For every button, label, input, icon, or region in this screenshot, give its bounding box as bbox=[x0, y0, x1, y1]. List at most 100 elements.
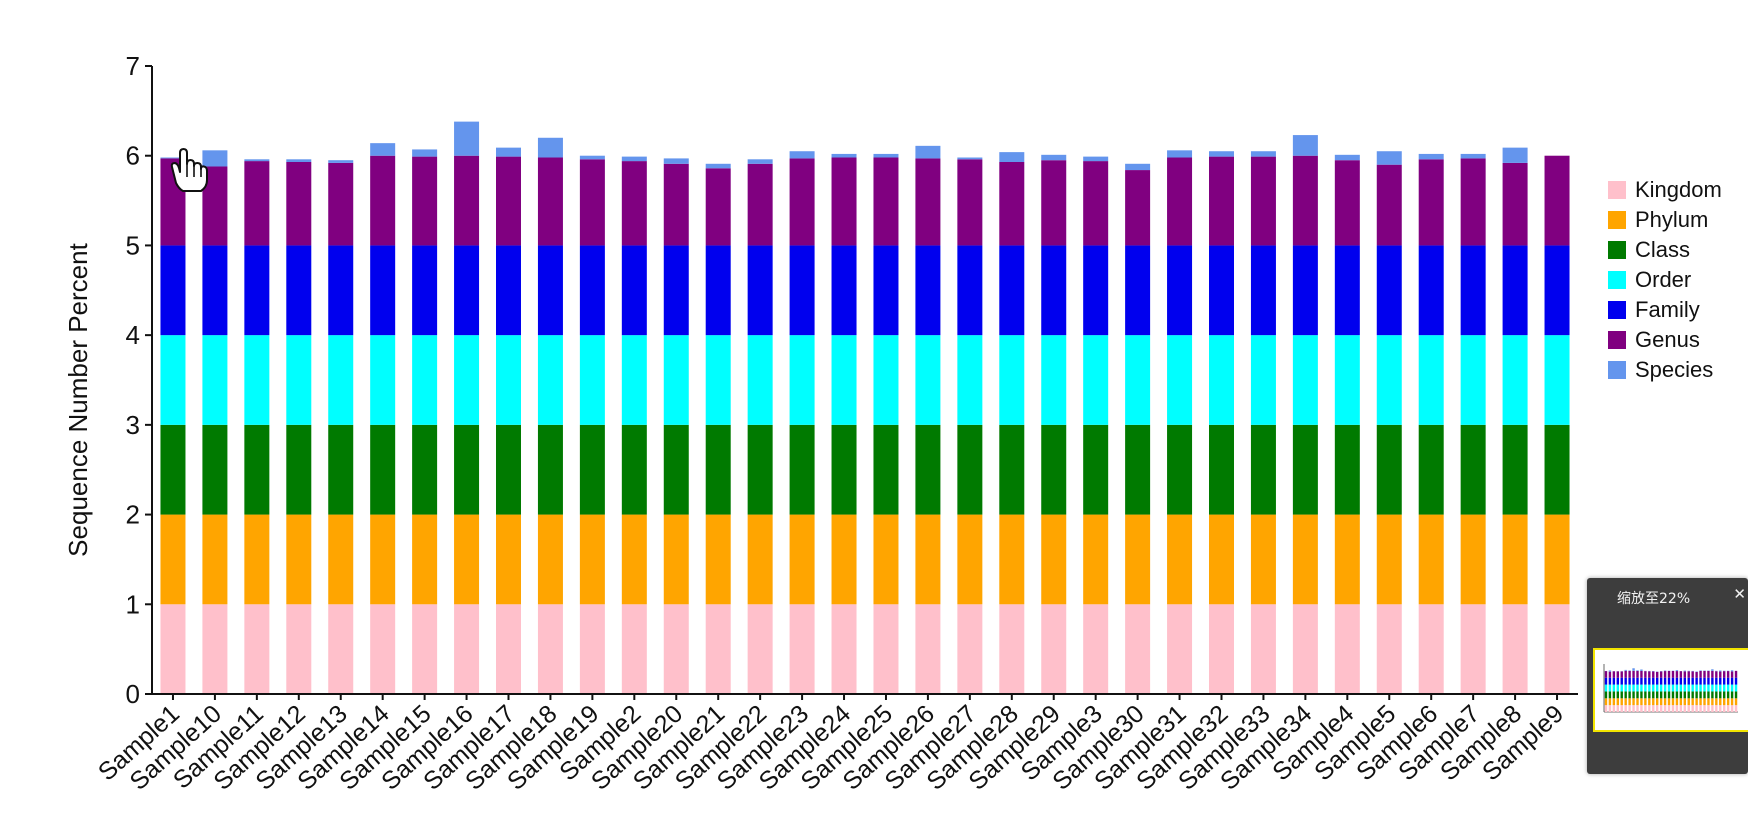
thumb-bar-segment bbox=[1679, 677, 1683, 685]
thumb-bar-segment bbox=[1707, 684, 1710, 692]
y-tick-label: 0 bbox=[126, 679, 140, 709]
bar-segment-genus bbox=[957, 159, 983, 246]
thumb-bar-segment bbox=[1699, 705, 1702, 712]
bar-segment-phylum bbox=[1041, 514, 1067, 605]
thumb-bar-segment bbox=[1679, 671, 1683, 678]
thumb-bar-segment bbox=[1726, 698, 1730, 706]
bar-segment-order bbox=[412, 335, 438, 425]
thumb-bar-segment bbox=[1659, 684, 1663, 692]
thumb-bar-segment bbox=[1663, 671, 1667, 678]
thumb-bar-segment bbox=[1640, 698, 1643, 706]
thumb-bar-segment bbox=[1620, 698, 1623, 706]
legend: Kingdom Phylum Class Order Family Genus Specie… bbox=[1608, 177, 1722, 382]
thumb-bar-segment bbox=[1632, 705, 1635, 712]
thumb-bar-segment bbox=[1719, 691, 1722, 699]
bar-segment-family bbox=[747, 245, 773, 336]
thumb-bar-segment bbox=[1628, 670, 1631, 678]
bar-segment-species bbox=[1502, 147, 1528, 163]
y-tick-label: 1 bbox=[126, 589, 140, 619]
thumb-bar-segment bbox=[1707, 698, 1710, 706]
thumb-bar-segment bbox=[1604, 691, 1608, 699]
thumb-bar-segment bbox=[1656, 691, 1659, 699]
bar-segment-genus bbox=[747, 163, 773, 246]
axes-layer bbox=[151, 66, 1578, 695]
bar-segment-species bbox=[957, 157, 983, 160]
bar-segment-class bbox=[1376, 424, 1402, 515]
bar-segment-phylum bbox=[328, 514, 354, 605]
bar-segment-phylum bbox=[1544, 514, 1570, 605]
thumb-bar-segment bbox=[1734, 698, 1738, 706]
thumb-bar-segment bbox=[1723, 677, 1726, 685]
thumb-bar-segment bbox=[1608, 698, 1612, 706]
bar-segment-class bbox=[579, 424, 605, 515]
y-axis-title: Sequence Number Percent bbox=[63, 242, 93, 556]
bar-segment-species bbox=[873, 153, 899, 158]
thumb-bar-segment bbox=[1715, 677, 1718, 685]
thumb-bar-segment bbox=[1624, 669, 1627, 671]
bar-segment-kingdom bbox=[705, 604, 731, 694]
thumb-bar-segment bbox=[1624, 684, 1627, 692]
bar-segment-genus bbox=[579, 159, 605, 246]
bar-segment-genus bbox=[244, 161, 270, 246]
bar-segment-class bbox=[831, 424, 857, 515]
bar-segment-class bbox=[286, 424, 312, 515]
bar-segment-species bbox=[1041, 154, 1067, 161]
thumb-bar-segment bbox=[1679, 691, 1683, 699]
thumb-bar-segment bbox=[1652, 705, 1655, 712]
thumb-bar-segment bbox=[1730, 698, 1734, 706]
bar-segment-phylum bbox=[1209, 514, 1234, 605]
thumb-bar-segment bbox=[1604, 684, 1608, 692]
bar-segment-order bbox=[202, 335, 228, 425]
bar-segment-genus bbox=[537, 157, 563, 246]
thumb-bar-segment bbox=[1695, 691, 1698, 699]
bar-segment-genus bbox=[1167, 157, 1193, 246]
legend-swatch bbox=[1608, 331, 1626, 349]
thumb-bar-segment bbox=[1648, 691, 1651, 699]
zoom-thumbnail[interactable] bbox=[1593, 648, 1748, 732]
thumb-bar-segment bbox=[1608, 684, 1612, 692]
thumb-bar-segment bbox=[1616, 684, 1619, 692]
thumb-bar-segment bbox=[1723, 684, 1726, 692]
thumb-bar-segment bbox=[1624, 677, 1627, 685]
zoom-navigator-panel[interactable]: 缩放至22% ✕ bbox=[1587, 578, 1748, 774]
legend-label: Family bbox=[1635, 297, 1700, 322]
bar-segment-phylum bbox=[831, 514, 857, 605]
bar-segment-genus bbox=[1460, 158, 1486, 246]
bar-segment-family bbox=[663, 245, 689, 336]
thumb-bar-segment bbox=[1679, 684, 1683, 692]
thumb-bar-segment bbox=[1659, 671, 1663, 678]
bar-segment-genus bbox=[1418, 159, 1444, 246]
bar-segment-phylum bbox=[202, 514, 228, 605]
legend-label: Order bbox=[1635, 267, 1691, 292]
thumb-bar-segment bbox=[1667, 684, 1671, 692]
bar-segment-family bbox=[412, 245, 438, 336]
legend-swatch bbox=[1608, 181, 1626, 199]
bar-segment-family bbox=[1376, 245, 1402, 336]
thumb-bar-segment bbox=[1730, 705, 1734, 712]
thumb-bar-segment bbox=[1652, 677, 1655, 685]
bar-segment-family bbox=[537, 245, 563, 336]
bar-segment-class bbox=[915, 424, 941, 515]
bar-segment-kingdom bbox=[454, 604, 480, 694]
bar-segment-class bbox=[1041, 424, 1067, 515]
bar-segment-class bbox=[747, 424, 773, 515]
bar-segment-kingdom bbox=[1376, 604, 1402, 694]
bar-segment-class bbox=[1167, 424, 1193, 515]
bar-segment-species bbox=[579, 155, 605, 160]
thumb-bar-segment bbox=[1624, 691, 1627, 699]
bar-segment-order bbox=[789, 335, 815, 425]
bar-segment-species bbox=[1250, 151, 1276, 157]
thumb-bar-segment bbox=[1699, 677, 1702, 685]
thumb-bar-segment bbox=[1719, 670, 1722, 672]
bar-segment-phylum bbox=[1250, 514, 1276, 605]
close-icon[interactable]: ✕ bbox=[1733, 585, 1746, 603]
bar-segment-kingdom bbox=[999, 604, 1025, 694]
bar-segment-kingdom bbox=[1292, 604, 1318, 694]
bar-segment-kingdom bbox=[1544, 604, 1570, 694]
bar-segment-kingdom bbox=[286, 604, 312, 694]
bar-segment-order bbox=[957, 335, 983, 425]
bar-segment-phylum bbox=[1334, 514, 1360, 605]
thumb-bar-segment bbox=[1715, 691, 1718, 699]
bar-segment-phylum bbox=[1167, 514, 1193, 605]
bar-segment-order bbox=[999, 335, 1025, 425]
